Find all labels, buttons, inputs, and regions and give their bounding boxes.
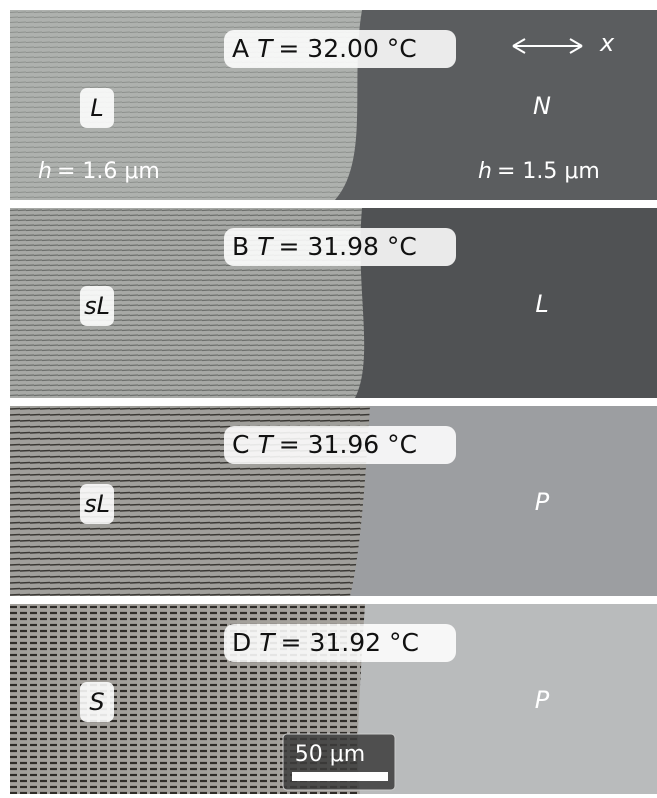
label-symbol: T — [259, 628, 276, 657]
label-value: = 32.00 °C — [278, 34, 416, 63]
right-label: P — [535, 488, 550, 516]
page: AT= 32.00 °CLNh= 1.6 μmh= 1.5 μmxBT= 31.… — [0, 0, 657, 794]
figure: AT= 32.00 °CLNh= 1.6 μmh= 1.5 μmxBT= 31.… — [0, 0, 657, 794]
thickness-value: = 1.5 μm — [497, 159, 600, 184]
right-label: N — [533, 92, 551, 120]
thickness-value: = 1.6 μm — [57, 159, 160, 184]
label-symbol: T — [257, 430, 274, 459]
left-label: sL — [84, 490, 110, 518]
thickness-label: h= 1.5 μm — [478, 159, 600, 184]
label-value: = 31.96 °C — [279, 430, 417, 459]
label-value: = 31.98 °C — [278, 232, 416, 261]
right-label: P — [535, 686, 550, 714]
label-letter: A — [232, 34, 249, 63]
scale-bar — [292, 772, 388, 781]
label-letter: C — [232, 430, 249, 459]
label-value: = 31.92 °C — [281, 628, 419, 657]
axis-label: x — [599, 29, 615, 57]
thickness-symbol: h — [38, 159, 52, 184]
left-label: L — [90, 94, 103, 122]
left-label: sL — [84, 292, 110, 320]
right-label: L — [535, 290, 548, 318]
label-letter: B — [232, 232, 249, 261]
label-symbol: T — [257, 232, 274, 261]
scale-bar-label: 50 μm — [295, 742, 365, 767]
label-letter: D — [232, 628, 251, 657]
thickness-label: h= 1.6 μm — [38, 159, 160, 184]
thickness-symbol: h — [478, 159, 492, 184]
left-label: S — [89, 688, 104, 716]
label-symbol: T — [257, 34, 274, 63]
